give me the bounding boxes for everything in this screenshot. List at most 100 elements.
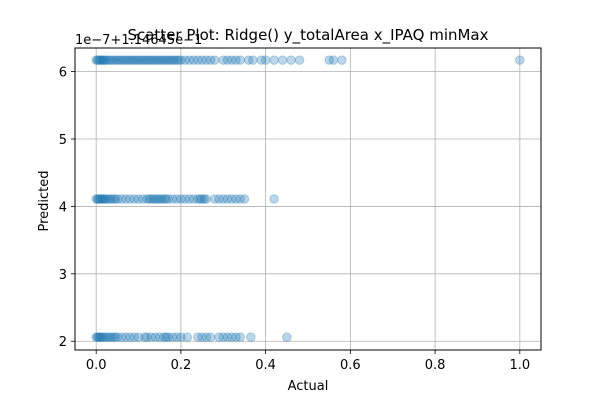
data-point <box>110 332 121 342</box>
data-point <box>121 332 131 342</box>
data-point <box>112 55 123 65</box>
data-point <box>93 194 104 204</box>
data-point <box>100 55 110 65</box>
data-point <box>154 332 165 342</box>
plot-frame <box>74 47 542 351</box>
data-point <box>123 55 133 65</box>
data-point <box>159 55 169 65</box>
data-point <box>210 194 220 204</box>
data-point <box>114 55 125 65</box>
data-point <box>92 332 103 342</box>
data-point <box>150 194 161 204</box>
data-point <box>246 332 256 342</box>
data-point <box>197 332 207 342</box>
data-point <box>116 194 127 204</box>
data-point <box>108 332 118 342</box>
data-point <box>101 194 112 204</box>
data-point <box>159 194 169 204</box>
data-point <box>214 194 224 204</box>
data-point <box>188 194 199 204</box>
data-point <box>205 332 216 342</box>
data-point <box>92 55 103 65</box>
data-point <box>96 194 107 204</box>
data-point <box>184 194 195 204</box>
data-point <box>133 332 144 342</box>
data-point <box>144 55 154 65</box>
data-point <box>199 194 210 204</box>
data-point <box>133 194 144 204</box>
data-point <box>137 55 148 65</box>
data-point <box>140 55 150 65</box>
data-point <box>171 194 182 204</box>
x-tick-label: 0.8 <box>425 358 446 373</box>
data-points <box>91 55 525 342</box>
data-point <box>129 332 140 342</box>
data-point <box>161 332 171 342</box>
data-point <box>142 194 152 204</box>
data-point <box>106 55 116 65</box>
data-point <box>125 332 135 342</box>
y-tick-label: 6 <box>59 66 67 81</box>
data-point <box>269 55 279 65</box>
y-tick-label: 3 <box>59 268 67 283</box>
data-point <box>148 194 159 204</box>
data-point <box>121 55 131 65</box>
data-point <box>176 332 186 342</box>
y-tick-label: 2 <box>59 335 67 350</box>
x-tick-label: 0.6 <box>340 358 361 373</box>
data-point <box>144 194 154 204</box>
data-point <box>110 55 121 65</box>
data-point <box>127 55 137 65</box>
data-point <box>133 55 144 65</box>
data-point <box>210 55 220 65</box>
data-point <box>97 194 108 204</box>
data-point <box>176 194 186 204</box>
data-point <box>328 55 339 65</box>
data-point <box>110 194 121 204</box>
data-point <box>167 55 178 65</box>
data-point <box>101 332 112 342</box>
data-point <box>226 55 237 65</box>
data-point <box>231 55 241 65</box>
data-point <box>112 332 123 342</box>
data-point <box>182 332 193 342</box>
data-point <box>91 332 101 342</box>
y-tick-label: 5 <box>59 133 67 148</box>
data-point <box>152 194 163 204</box>
data-point <box>142 55 152 65</box>
data-point <box>193 55 203 65</box>
data-point <box>106 332 116 342</box>
data-point <box>193 332 203 342</box>
data-point <box>104 55 114 65</box>
data-point <box>188 55 199 65</box>
data-point <box>163 55 173 65</box>
data-point <box>108 194 118 204</box>
data-point <box>135 55 146 65</box>
data-point <box>235 55 246 65</box>
data-point <box>173 55 184 65</box>
data-point <box>235 332 246 342</box>
data-point <box>195 194 205 204</box>
data-point <box>150 332 161 342</box>
data-point <box>201 55 212 65</box>
data-point <box>260 55 271 65</box>
data-point <box>95 55 105 65</box>
data-point <box>146 194 157 204</box>
data-point <box>157 55 167 65</box>
data-point <box>165 55 176 65</box>
data-point <box>180 194 190 204</box>
data-point <box>337 55 347 65</box>
data-point <box>222 194 233 204</box>
data-point <box>95 332 105 342</box>
x-tick-label: 0.0 <box>86 358 107 373</box>
data-point <box>243 55 254 65</box>
data-point <box>205 55 216 65</box>
data-point <box>197 194 207 204</box>
data-point <box>91 194 101 204</box>
data-point <box>148 55 159 65</box>
data-point <box>163 194 173 204</box>
data-point <box>324 55 334 65</box>
data-point <box>222 55 233 65</box>
